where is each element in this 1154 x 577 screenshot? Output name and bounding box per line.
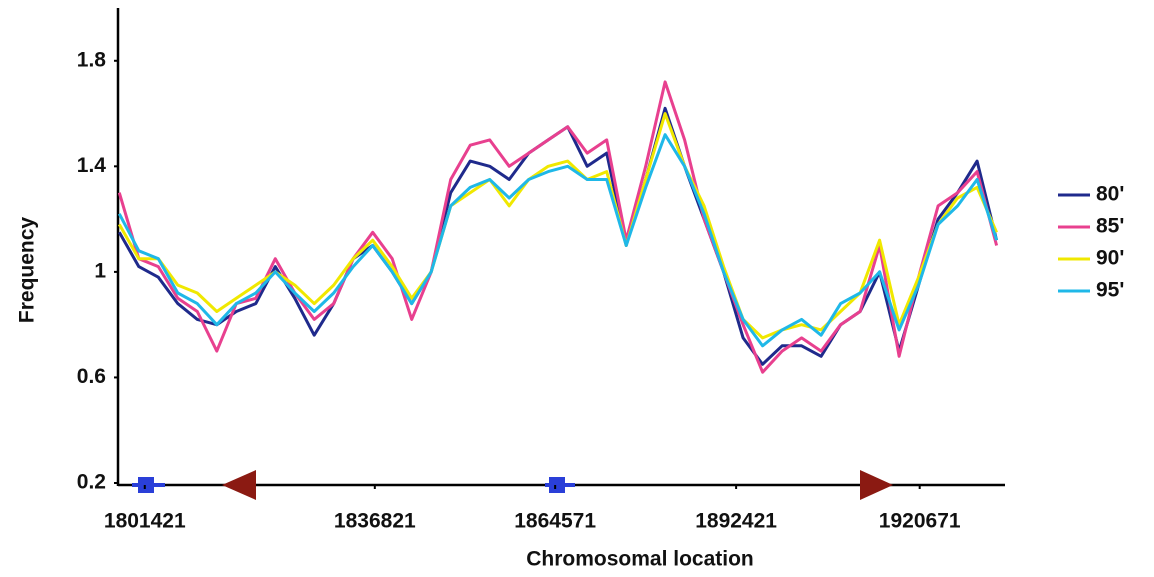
series-line [117, 112, 998, 340]
gene-arrow [860, 470, 893, 500]
y-tick-label: 1 [94, 259, 106, 282]
series-line [117, 80, 999, 374]
gene-marker [549, 477, 565, 493]
legend-label: 80' [1096, 183, 1124, 206]
gene-arrow [222, 470, 256, 500]
y-tick-label: 1.8 [77, 48, 107, 71]
x-tick-label: 1864571 [514, 510, 596, 533]
gene-annotations [132, 470, 893, 500]
y-tick-label: 1.4 [77, 154, 107, 177]
x-tick-label: 1892421 [695, 510, 777, 533]
y-axis-label: Frequency [16, 217, 39, 324]
legend-label: 95' [1096, 279, 1124, 302]
legend-label: 90' [1096, 247, 1124, 270]
series-line [117, 106, 999, 366]
x-axis-label: Chromosomal location [526, 548, 754, 571]
x-tick-label: 1801421 [104, 510, 186, 533]
legend-label: 85' [1096, 215, 1124, 238]
y-tick-label: 0.6 [77, 365, 106, 388]
y-tick-label: 0.2 [77, 471, 106, 494]
gene-marker [138, 477, 154, 493]
x-tick-label: 1836821 [334, 510, 416, 533]
series-line [117, 133, 999, 348]
x-tick-label: 1920671 [879, 510, 961, 533]
